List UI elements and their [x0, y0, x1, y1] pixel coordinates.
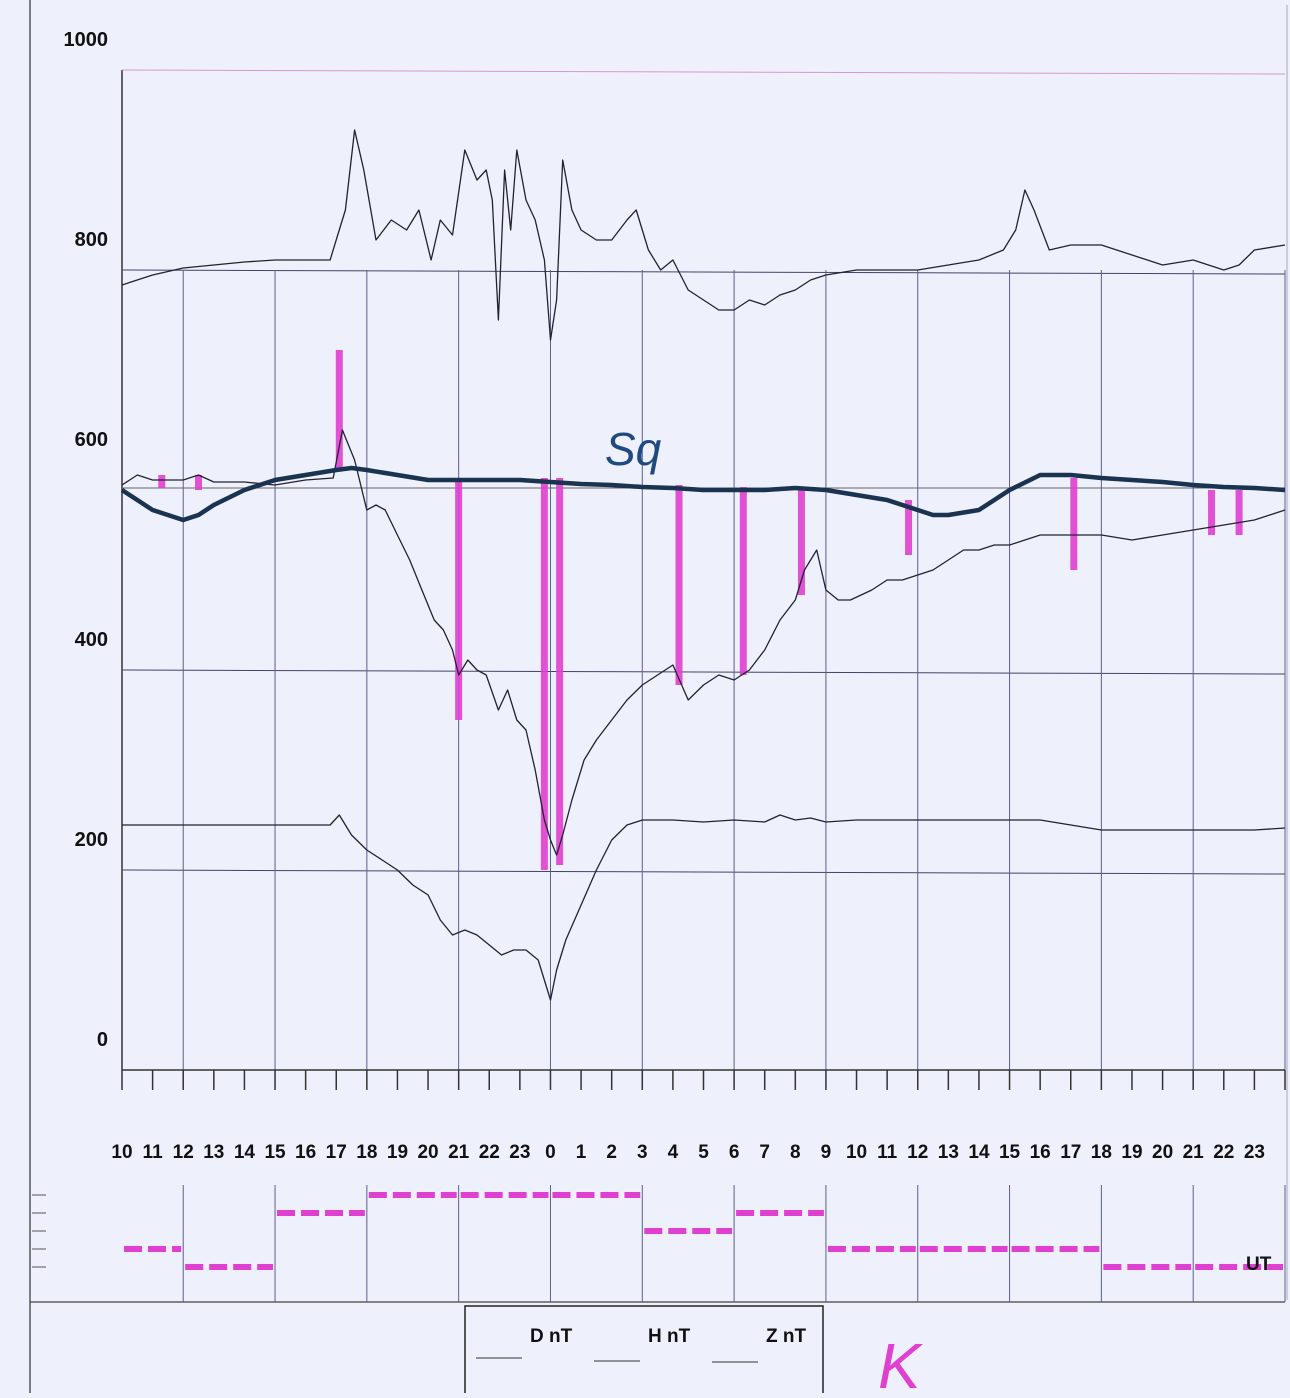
x-tick-label: 18 — [356, 1142, 377, 1163]
x-tick-label: 16 — [295, 1142, 316, 1163]
y-tick-label: 600 — [75, 429, 108, 451]
series-line — [122, 814, 1286, 1001]
legend-entry-d: D nT — [530, 1326, 573, 1347]
x-tick-label: 12 — [173, 1142, 194, 1163]
x-axis: 10 11 12 13 14 15 16 17 18 19 20 21 22 23 0 1 2 3 4 5 6 7 8 9 10… — [111, 1070, 1286, 1163]
x-tick-label: 21 — [448, 1142, 470, 1163]
x-tick-label: 13 — [203, 1142, 224, 1163]
y-axis-ticks: 1000 800 600 400 200 0 — [64, 29, 109, 1051]
h-gridline — [121, 869, 1286, 875]
x-tick-label: 15 — [264, 1142, 286, 1163]
x-tick-label: 17 — [326, 1142, 347, 1163]
legend-box — [464, 1305, 824, 1397]
sq-label: Sq — [605, 423, 662, 475]
x-tick-label: 10 — [846, 1142, 867, 1163]
y-tick-label: 200 — [75, 829, 108, 851]
x-axis-unit: UT — [1246, 1254, 1272, 1275]
x-tick-label: 6 — [729, 1142, 740, 1163]
x-tick-label: 15 — [999, 1142, 1021, 1163]
y-tick-label: 400 — [75, 629, 108, 651]
x-tick-label: 18 — [1091, 1142, 1112, 1163]
x-tick-label: 4 — [668, 1142, 679, 1163]
y-tick-label: 800 — [75, 229, 108, 251]
x-tick-label: 19 — [387, 1142, 408, 1163]
legend-entry-z: Z nT — [766, 1326, 806, 1347]
x-tick-label: 22 — [479, 1142, 500, 1163]
x-tick-label: 23 — [1244, 1142, 1265, 1163]
x-tick-label: 11 — [143, 1142, 164, 1163]
k-label: K — [878, 1330, 924, 1393]
y-tick-label: 1000 — [64, 29, 109, 51]
x-tick-label: 5 — [698, 1142, 709, 1163]
legend: D nT H nT Z nT — [464, 1305, 824, 1397]
x-tick-label: 13 — [938, 1142, 959, 1163]
x-tick-label: 3 — [637, 1142, 648, 1163]
x-tick-label: 14 — [968, 1142, 990, 1163]
y-tick-label: 0 — [97, 1029, 108, 1051]
x-tick-label: 10 — [111, 1142, 132, 1163]
x-tick-label: 19 — [1121, 1142, 1142, 1163]
x-tick-label: 17 — [1060, 1142, 1081, 1163]
x-tick-label: 11 — [877, 1142, 898, 1163]
x-tick-label: 22 — [1213, 1142, 1234, 1163]
x-tick-label: 21 — [1183, 1142, 1205, 1163]
x-tick-label: 16 — [1030, 1142, 1051, 1163]
x-tick-label: 1 — [576, 1142, 587, 1163]
x-tick-label: 2 — [606, 1142, 617, 1163]
x-tick-label: 20 — [417, 1142, 438, 1163]
series-line — [121, 129, 1286, 341]
grid — [121, 69, 1286, 1071]
h-gridline — [121, 669, 1286, 675]
x-tick-label: 8 — [790, 1142, 801, 1163]
x-tick-label: 7 — [759, 1142, 770, 1163]
h-gridline — [121, 269, 1286, 275]
disturbance-bars — [158, 350, 1243, 870]
chart-frame — [29, 0, 1288, 1393]
legend-entry-h: H nT — [648, 1326, 691, 1347]
k-index-panel — [30, 1185, 1286, 1303]
x-tick-label: 0 — [545, 1142, 556, 1163]
series-lines — [120, 129, 1286, 1001]
series-line — [120, 465, 1286, 523]
h-gridline — [121, 69, 1286, 75]
x-tick-label: 23 — [509, 1142, 530, 1163]
x-tick-label: 14 — [234, 1142, 256, 1163]
series-line — [121, 429, 1286, 856]
x-tick-label: 9 — [821, 1142, 832, 1163]
x-tick-label: 20 — [1152, 1142, 1173, 1163]
x-tick-label: 12 — [907, 1142, 928, 1163]
